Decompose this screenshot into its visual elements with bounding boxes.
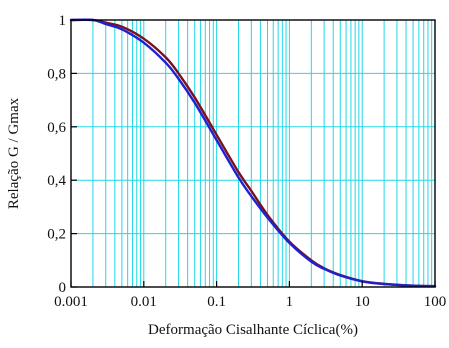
x-tick-label: 1 bbox=[286, 294, 294, 310]
y-tick-label: 0,4 bbox=[47, 173, 66, 189]
x-tick-label: 0.01 bbox=[131, 294, 157, 310]
y-tick-label: 0,6 bbox=[47, 120, 66, 136]
x-tick-label: 100 bbox=[424, 294, 447, 310]
y-tick-label: 0,2 bbox=[47, 227, 66, 243]
y-axis-label: Relação G / Gmax bbox=[6, 97, 22, 209]
series-line-2 bbox=[69, 18, 437, 288]
axis-ticks: 0.001 0.01 0.1 1 10 100 0 0,2 0,4 0,6 0,8 1 bbox=[47, 13, 446, 310]
x-tick-label: 0.001 bbox=[54, 294, 88, 310]
x-tick-label: 10 bbox=[355, 294, 370, 310]
grid bbox=[70, 19, 435, 288]
y-tick-label: 1 bbox=[59, 13, 67, 29]
y-tick-label: 0,8 bbox=[47, 66, 66, 82]
x-tick-label: 0.1 bbox=[207, 294, 226, 310]
series-lines bbox=[69, 18, 437, 288]
x-axis-label: Deformação Cisalhante Cíclica(%) bbox=[148, 322, 358, 338]
series-line-1 bbox=[69, 18, 437, 288]
y-tick-label: 0 bbox=[59, 280, 67, 296]
plot-frame bbox=[70, 19, 436, 288]
